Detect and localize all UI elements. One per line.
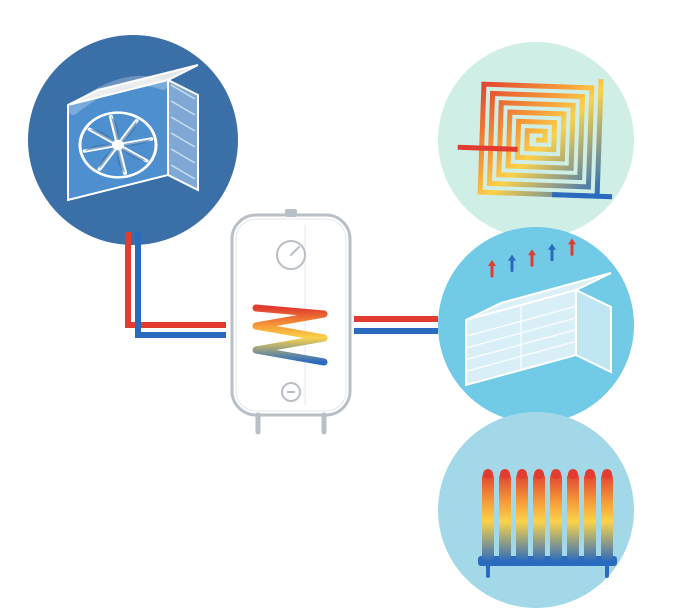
heating-system-diagram [0,0,678,613]
storage-tank-icon [232,209,350,432]
